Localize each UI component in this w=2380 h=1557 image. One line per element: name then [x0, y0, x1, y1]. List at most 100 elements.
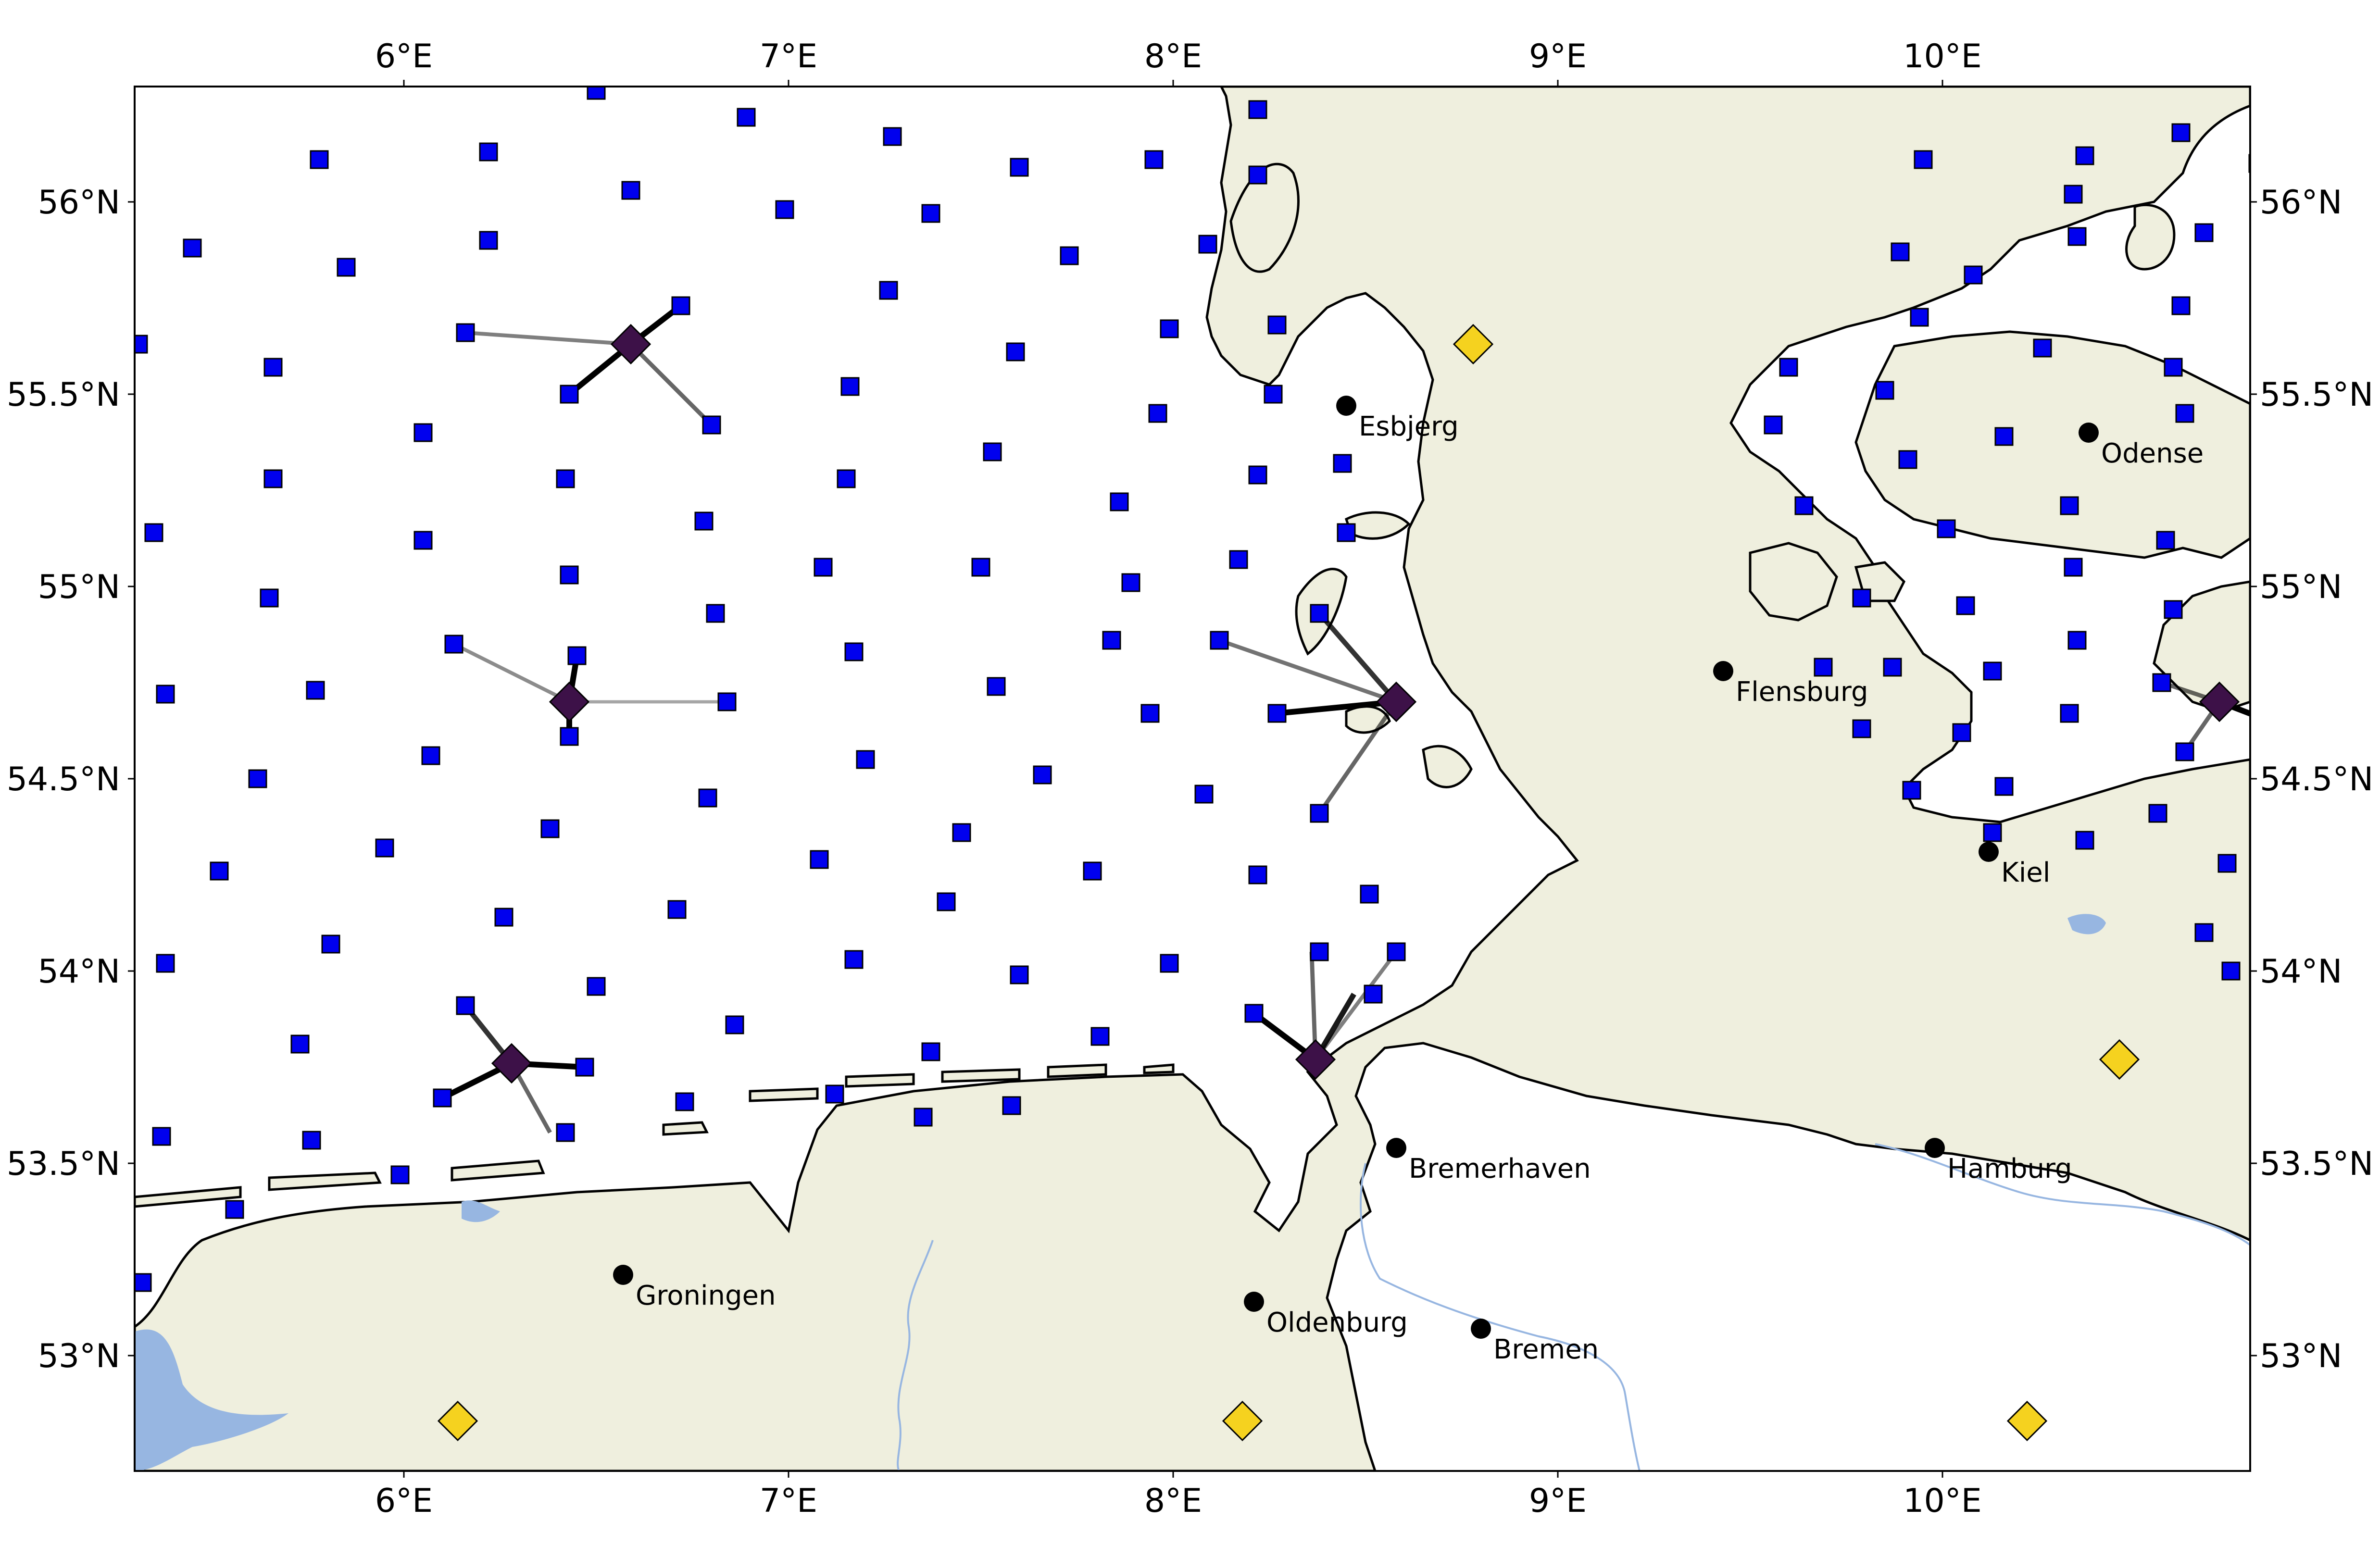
grid-node-marker — [1244, 1004, 1264, 1023]
grid-node-marker — [390, 1165, 410, 1184]
grid-node-marker — [560, 727, 579, 746]
grid-node-marker — [444, 635, 463, 654]
grid-node-marker — [1010, 965, 1029, 984]
grid-node-marker — [1006, 342, 1025, 361]
grid-node-marker — [479, 231, 498, 250]
grid-node-marker — [1160, 319, 1179, 338]
grid-node-marker — [210, 861, 229, 881]
y-tick-label-left: 55.5°N — [7, 376, 120, 414]
grid-node-marker — [879, 281, 898, 300]
lakes — [135, 914, 2106, 1471]
city-dot — [1386, 1138, 1406, 1158]
city-label: Flensburg — [1736, 676, 1868, 708]
grid-node-marker — [152, 1127, 171, 1146]
hub-marker — [610, 324, 651, 365]
grid-node-marker — [556, 469, 575, 488]
unconnected-hub-marker — [1222, 1400, 1263, 1442]
grid-node-marker — [1794, 496, 1814, 515]
city-dot — [2079, 423, 2099, 443]
grid-node-marker — [2171, 296, 2191, 315]
grid-node-marker — [810, 850, 829, 869]
city-label: Oldenburg — [1266, 1307, 1408, 1338]
grid-node-marker — [540, 819, 560, 838]
x-tick-label-bottom: 6°E — [375, 1482, 433, 1520]
y-tick-label-left: 53.5°N — [7, 1145, 120, 1183]
grid-node-marker — [1267, 315, 1287, 335]
grid-node-marker — [248, 769, 267, 788]
grid-node-marker — [260, 588, 279, 608]
land-mass — [135, 87, 2250, 1471]
grid-node-marker — [1010, 158, 1029, 177]
hub-link — [1314, 950, 1398, 1061]
grid-node-marker — [983, 442, 1002, 461]
hub-marker — [549, 681, 590, 722]
grid-node-marker — [1248, 165, 1267, 185]
grid-node-marker — [621, 181, 640, 200]
grid-node-marker — [1902, 781, 1921, 800]
grid-node-marker — [183, 238, 202, 258]
grid-node-marker — [1229, 550, 1248, 569]
grid-node-marker — [144, 523, 163, 542]
x-tick-label-bottom: 9°E — [1529, 1482, 1587, 1520]
grid-node-marker — [587, 87, 606, 100]
grid-node-marker — [2064, 558, 2083, 577]
grid-node-marker — [1891, 242, 1910, 262]
y-tick-label-right: 55.5°N — [2260, 376, 2373, 414]
y-tick-label-left: 55°N — [38, 568, 120, 606]
grid-node-marker — [1387, 942, 1406, 961]
city-label: Bremen — [1493, 1334, 1599, 1365]
grid-node-marker — [2156, 531, 2175, 550]
grid-node-marker — [560, 385, 579, 404]
grid-node-marker — [433, 1088, 452, 1108]
grid-node-marker — [1102, 631, 1121, 650]
grid-node-marker — [1140, 704, 1160, 723]
y-tick-label-left: 54.5°N — [7, 760, 120, 798]
grid-node-marker — [675, 1092, 694, 1111]
grid-node-marker — [837, 469, 856, 488]
grid-node-marker — [1994, 777, 2014, 796]
grid-node-marker — [667, 900, 687, 919]
grid-node-marker — [1248, 865, 1267, 884]
hub-link — [1277, 699, 1397, 716]
land-islands-east — [1749, 203, 2250, 713]
grid-node-marker — [1002, 1096, 1021, 1115]
grid-node-marker — [135, 335, 148, 354]
y-tick-label-right: 53.5°N — [2260, 1145, 2373, 1183]
grid-node-marker — [413, 423, 433, 442]
grid-node-marker — [2194, 923, 2214, 942]
grid-node-marker — [337, 258, 356, 277]
grid-node-marker — [456, 996, 475, 1015]
unconnected-hub-marker — [437, 1400, 478, 1442]
grid-node-marker — [1264, 385, 1283, 404]
grid-node-marker — [1883, 658, 1902, 677]
grid-node-marker — [302, 1131, 321, 1150]
grid-node-marker — [263, 469, 283, 488]
hub-marker — [491, 1043, 532, 1084]
grid-node-marker — [1148, 404, 1167, 423]
grid-node-marker — [2064, 185, 2083, 204]
x-tick-label-top: 8°E — [1144, 37, 1202, 75]
grid-node-marker — [694, 511, 714, 531]
x-tick-label-top: 9°E — [1529, 37, 1587, 75]
grid-node-marker — [1360, 884, 1379, 904]
x-tick-label-bottom: 8°E — [1144, 1482, 1202, 1520]
city-label: Hamburg — [1947, 1153, 2072, 1184]
grid-node-marker — [556, 1123, 575, 1142]
grid-node-marker — [2067, 631, 2087, 650]
grid-node-marker — [2075, 831, 2094, 850]
grid-node-marker — [937, 892, 956, 911]
grid-node-marker — [456, 323, 475, 342]
grid-node-marker — [1083, 861, 1102, 881]
grid-node-marker — [2171, 123, 2191, 142]
unconnected-hub-marker — [1453, 324, 1494, 365]
grid-node-marker — [698, 788, 717, 808]
grid-node-marker — [717, 692, 737, 711]
grid-node-marker — [2152, 673, 2171, 692]
city-dot — [1336, 396, 1356, 416]
grid-node-marker — [1033, 765, 1052, 785]
hub-marker — [1376, 681, 1417, 722]
city-label: Odense — [2101, 438, 2204, 469]
grid-node-marker — [706, 604, 725, 623]
grid-node-marker — [2194, 223, 2214, 242]
